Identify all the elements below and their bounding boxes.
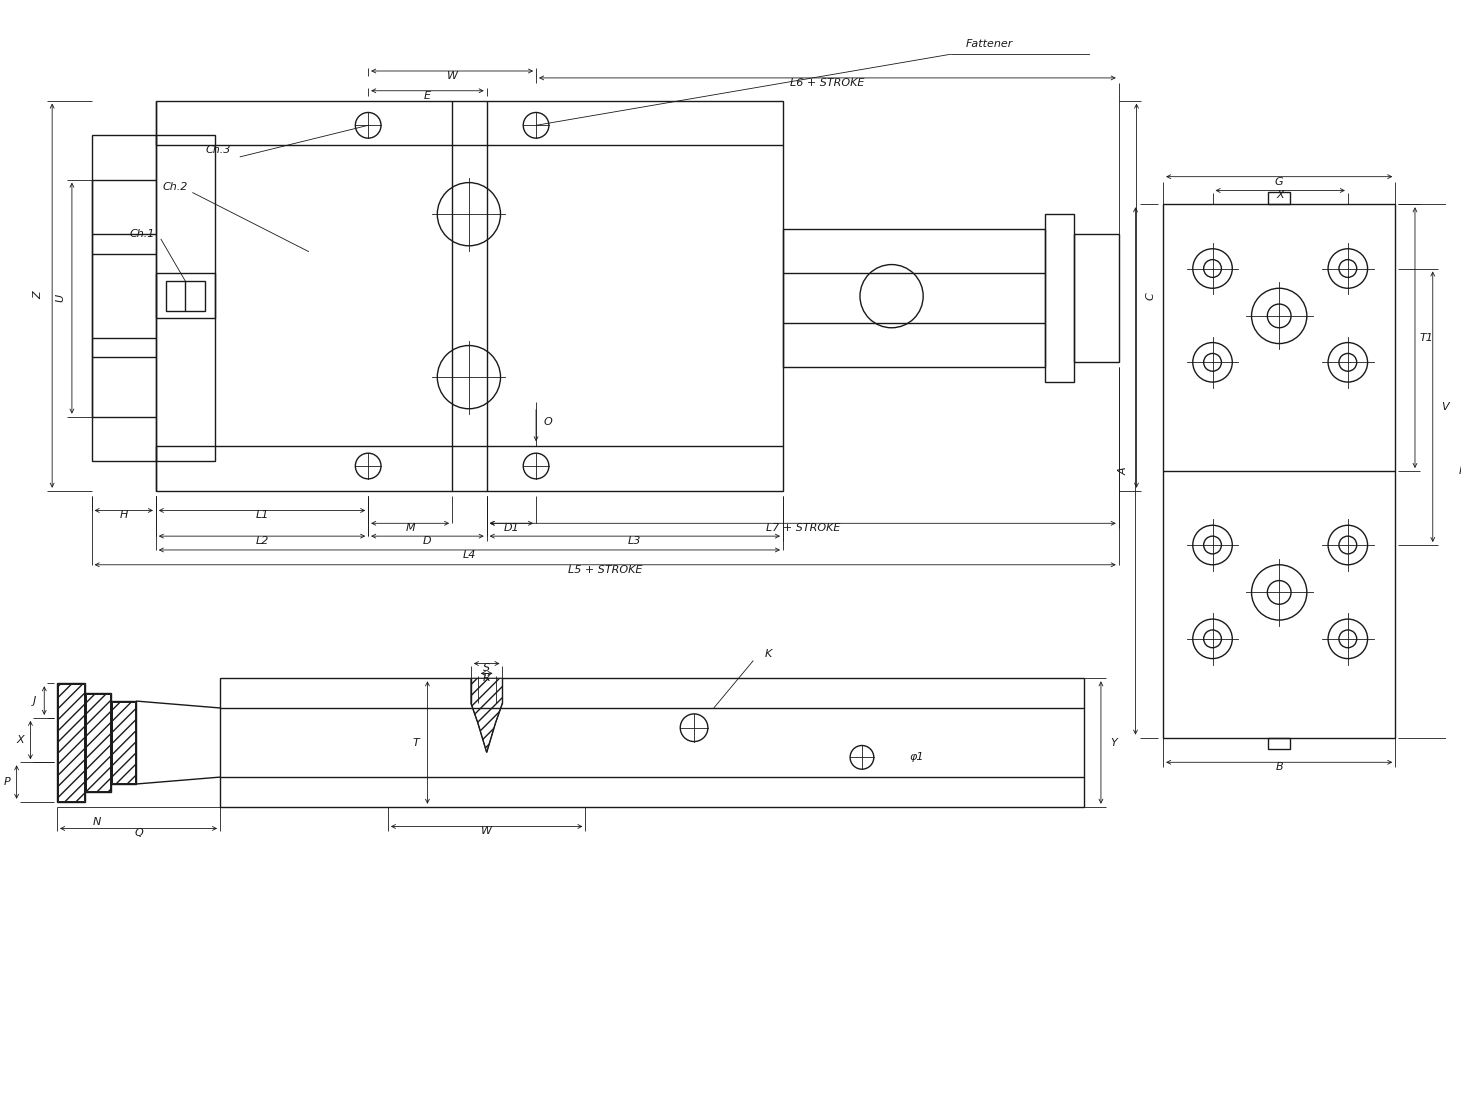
Text: J: J	[32, 696, 37, 706]
Text: T1: T1	[1420, 333, 1433, 342]
Text: X: X	[16, 735, 25, 745]
Text: P: P	[3, 777, 10, 787]
Text: Ch.3: Ch.3	[205, 146, 231, 155]
Bar	[1268, 737, 1290, 749]
Bar	[92, 136, 215, 461]
Polygon shape	[470, 678, 503, 753]
Text: M: M	[405, 523, 415, 533]
Text: G: G	[1275, 176, 1284, 187]
Bar	[1163, 205, 1395, 737]
Text: X: X	[1277, 190, 1284, 200]
Bar	[783, 229, 1045, 368]
Polygon shape	[58, 684, 83, 801]
Text: A: A	[1119, 467, 1129, 475]
Text: Z: Z	[34, 292, 44, 300]
Text: Fattener: Fattener	[966, 39, 1012, 49]
Text: C: C	[1145, 292, 1156, 300]
Text: T: T	[412, 737, 419, 747]
Text: K: K	[764, 649, 771, 659]
Text: L6 + STROKE: L6 + STROKE	[790, 78, 865, 88]
Text: H: H	[120, 511, 129, 521]
Text: D1: D1	[504, 523, 519, 533]
Polygon shape	[86, 695, 111, 791]
Text: L3: L3	[628, 536, 641, 546]
Circle shape	[523, 453, 549, 479]
Text: L7 + STROKE: L7 + STROKE	[766, 523, 840, 533]
Bar	[156, 274, 215, 318]
Text: R: R	[482, 673, 491, 684]
Text: Y: Y	[1110, 737, 1118, 747]
Bar	[1045, 214, 1074, 382]
Bar	[57, 684, 85, 802]
Bar	[111, 701, 136, 784]
Text: D: D	[424, 536, 432, 546]
Text: E: E	[424, 91, 431, 101]
Circle shape	[355, 113, 381, 138]
Text: F: F	[1460, 466, 1461, 476]
Text: B: B	[1275, 763, 1283, 772]
Text: O: O	[543, 417, 552, 427]
Bar	[165, 281, 205, 311]
Text: L4: L4	[463, 550, 476, 560]
Bar	[221, 678, 1084, 806]
Text: L1: L1	[256, 511, 269, 521]
Bar	[156, 101, 783, 491]
Text: S: S	[484, 663, 491, 674]
Text: V: V	[1441, 401, 1448, 411]
Text: Ch.2: Ch.2	[162, 182, 188, 191]
Text: W: W	[481, 826, 492, 837]
Bar	[1268, 193, 1290, 205]
Text: Q: Q	[134, 828, 143, 838]
Bar	[92, 179, 156, 417]
Bar	[85, 694, 111, 792]
Text: U: U	[56, 294, 66, 302]
Text: Ch.1: Ch.1	[129, 229, 155, 238]
Text: φ1: φ1	[909, 753, 923, 763]
Bar	[1074, 234, 1119, 362]
Circle shape	[523, 113, 549, 138]
Text: N: N	[92, 816, 101, 827]
Text: L5 + STROKE: L5 + STROKE	[568, 565, 643, 574]
Text: W: W	[447, 71, 457, 81]
Polygon shape	[112, 702, 134, 783]
Circle shape	[355, 453, 381, 479]
Text: L2: L2	[256, 536, 269, 546]
